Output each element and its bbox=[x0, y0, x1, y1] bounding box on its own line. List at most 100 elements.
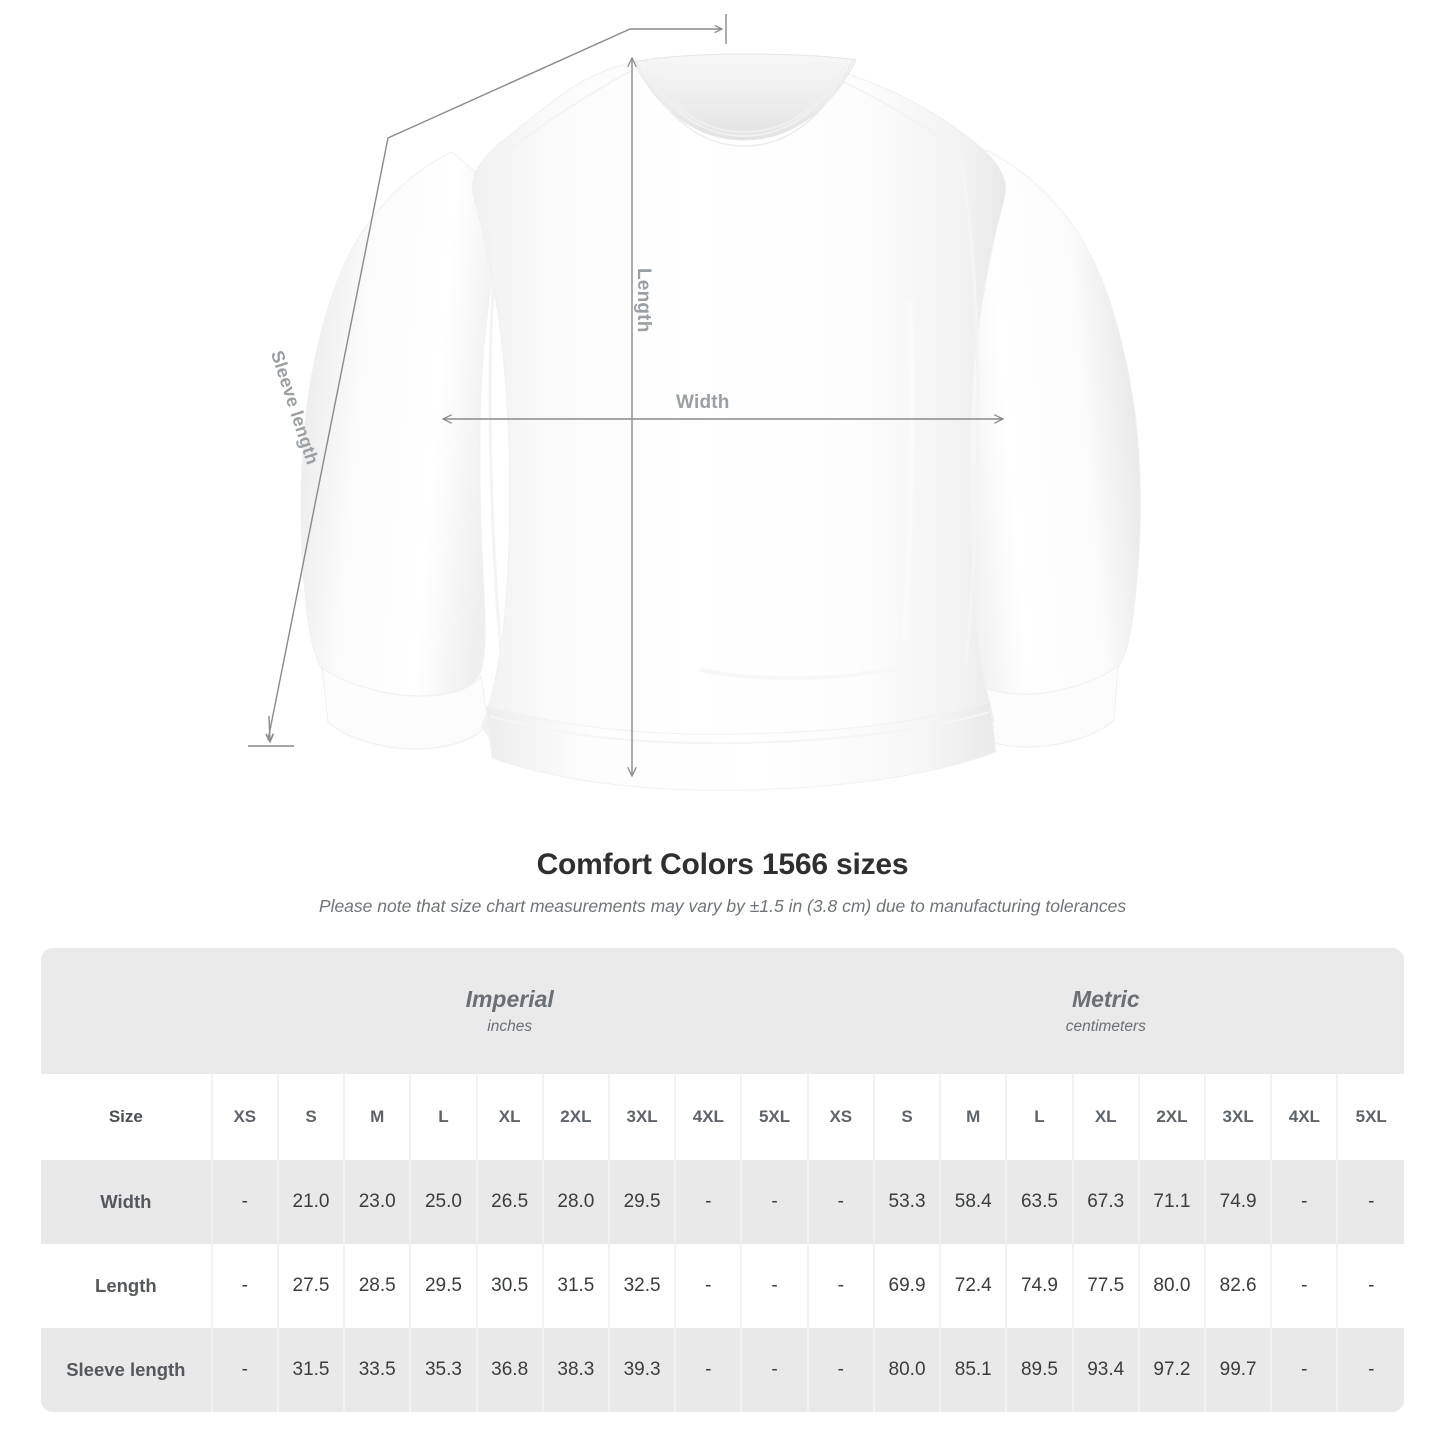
size-header-imp-4xl: 4XL bbox=[675, 1074, 743, 1160]
cell-length-imp-5xl: - bbox=[741, 1244, 809, 1328]
cell-width-met-m: 58.4 bbox=[940, 1160, 1008, 1244]
cell-sleeve-imp-s: 31.5 bbox=[277, 1328, 346, 1412]
cell-width-imp-m: 23.0 bbox=[344, 1160, 412, 1244]
size-header-row: Size XS S M L XL 2XL 3XL 4XL 5XL XS S M … bbox=[41, 1074, 1404, 1160]
size-table-wrapper: Imperial inches Metric centimeters Size … bbox=[41, 948, 1404, 1412]
width-label: Width bbox=[676, 392, 730, 413]
dimension-lines bbox=[248, 14, 1003, 776]
cell-length-imp-s: 27.5 bbox=[277, 1244, 346, 1328]
cell-length-imp-2xl: 31.5 bbox=[542, 1244, 611, 1328]
cell-width-met-l: 63.5 bbox=[1006, 1160, 1074, 1244]
size-header-met-l: L bbox=[1006, 1074, 1074, 1160]
cell-length-imp-m: 28.5 bbox=[344, 1244, 412, 1328]
cell-sleeve-imp-3xl: 39.3 bbox=[609, 1328, 677, 1412]
cell-length-met-3xl: 82.6 bbox=[1205, 1244, 1273, 1328]
cell-sleeve-met-xs: - bbox=[807, 1328, 875, 1412]
cell-length-met-4xl: - bbox=[1271, 1244, 1339, 1328]
page-subtitle: Please note that size chart measurements… bbox=[318, 896, 1127, 916]
unit-group-metric-unit: centimeters bbox=[1065, 1018, 1146, 1036]
size-header-imp-m: M bbox=[344, 1074, 412, 1160]
cell-width-imp-xs: - bbox=[211, 1160, 279, 1244]
cell-sleeve-met-2xl: 97.2 bbox=[1138, 1328, 1207, 1412]
sleeve-length-line bbox=[267, 28, 631, 741]
cell-sleeve-met-4xl: - bbox=[1271, 1328, 1339, 1412]
cell-length-met-xl: 77.5 bbox=[1072, 1244, 1140, 1328]
cell-width-imp-4xl: - bbox=[675, 1160, 743, 1244]
cell-sleeve-met-5xl: - bbox=[1337, 1328, 1404, 1412]
size-header-met-xl: XL bbox=[1072, 1074, 1140, 1160]
cell-sleeve-imp-l: 35.3 bbox=[410, 1328, 478, 1412]
cell-sleeve-imp-5xl: - bbox=[741, 1328, 809, 1412]
cell-length-imp-4xl: - bbox=[675, 1244, 743, 1328]
size-header-imp-3xl: 3XL bbox=[609, 1074, 677, 1160]
cell-length-imp-xl: 30.5 bbox=[476, 1244, 544, 1328]
cell-sleeve-imp-4xl: - bbox=[675, 1328, 743, 1412]
garment-shape bbox=[300, 53, 1141, 791]
cell-length-imp-xs: - bbox=[211, 1244, 279, 1328]
sweatshirt-illustration bbox=[248, 14, 1141, 791]
cell-length-met-5xl: - bbox=[1337, 1244, 1404, 1328]
row-label-width: Width bbox=[41, 1160, 213, 1244]
page-title: Comfort Colors 1566 sizes bbox=[536, 848, 909, 881]
cell-width-met-xl: 67.3 bbox=[1072, 1160, 1140, 1244]
size-header-met-m: M bbox=[940, 1074, 1008, 1160]
cell-sleeve-imp-xs: - bbox=[211, 1328, 279, 1412]
size-header-met-s: S bbox=[873, 1074, 942, 1160]
cell-sleeve-met-s: 80.0 bbox=[873, 1328, 942, 1412]
cell-width-imp-s: 21.0 bbox=[277, 1160, 346, 1244]
cell-width-met-xs: - bbox=[807, 1160, 875, 1244]
cell-width-imp-2xl: 28.0 bbox=[542, 1160, 611, 1244]
size-table: Imperial inches Metric centimeters Size … bbox=[41, 948, 1404, 1412]
size-header-met-5xl: 5XL bbox=[1337, 1074, 1404, 1160]
cell-length-met-m: 72.4 bbox=[940, 1244, 1008, 1328]
sweatshirt-body bbox=[471, 58, 1007, 765]
size-header-imp-s: S bbox=[277, 1074, 346, 1160]
cell-sleeve-imp-xl: 36.8 bbox=[476, 1328, 544, 1412]
cell-width-imp-xl: 26.5 bbox=[476, 1160, 544, 1244]
cell-length-imp-3xl: 32.5 bbox=[609, 1244, 677, 1328]
cell-width-met-s: 53.3 bbox=[873, 1160, 942, 1244]
cell-width-met-3xl: 74.9 bbox=[1205, 1160, 1273, 1244]
table-row-width: Width - 21.0 23.0 25.0 26.5 28.0 29.5 - … bbox=[41, 1160, 1404, 1244]
unit-group-imperial-unit: inches bbox=[487, 1018, 533, 1036]
cell-sleeve-met-m: 85.1 bbox=[940, 1328, 1008, 1412]
cell-length-met-l: 74.9 bbox=[1006, 1244, 1074, 1328]
cell-width-imp-3xl: 29.5 bbox=[609, 1160, 677, 1244]
table-row-length: Length - 27.5 28.5 29.5 30.5 31.5 32.5 -… bbox=[41, 1244, 1404, 1328]
cell-sleeve-imp-2xl: 38.3 bbox=[542, 1328, 611, 1412]
unit-group-row: Imperial inches Metric centimeters bbox=[41, 948, 1404, 1074]
cell-width-met-4xl: - bbox=[1271, 1160, 1339, 1244]
cell-length-met-s: 69.9 bbox=[873, 1244, 942, 1328]
cell-sleeve-met-xl: 93.4 bbox=[1072, 1328, 1140, 1412]
cell-width-met-2xl: 71.1 bbox=[1138, 1160, 1207, 1244]
unit-group-imperial: Imperial inches bbox=[211, 948, 808, 1074]
cell-sleeve-imp-m: 33.5 bbox=[344, 1328, 412, 1412]
row-label-length: Length bbox=[41, 1244, 213, 1328]
cell-length-imp-l: 29.5 bbox=[410, 1244, 478, 1328]
size-header-met-2xl: 2XL bbox=[1138, 1074, 1207, 1160]
size-header-met-xs: XS bbox=[807, 1074, 875, 1160]
unit-group-metric: Metric centimeters bbox=[807, 948, 1404, 1074]
size-header-met-4xl: 4XL bbox=[1271, 1074, 1339, 1160]
cell-width-imp-l: 25.0 bbox=[410, 1160, 478, 1244]
size-header-imp-5xl: 5XL bbox=[741, 1074, 809, 1160]
size-header-imp-l: L bbox=[410, 1074, 478, 1160]
left-sleeve bbox=[300, 151, 509, 698]
unit-group-imperial-name: Imperial bbox=[465, 985, 554, 1012]
size-header-imp-xs: XS bbox=[211, 1074, 279, 1160]
size-header-label: Size bbox=[41, 1074, 213, 1160]
size-header-imp-2xl: 2XL bbox=[542, 1074, 611, 1160]
table-corner bbox=[41, 948, 212, 1074]
cell-length-met-xs: - bbox=[807, 1244, 875, 1328]
unit-group-metric-name: Metric bbox=[1071, 985, 1140, 1012]
row-label-sleeve-length: Sleeve length bbox=[41, 1328, 213, 1412]
sleeve-arrowhead-bottom bbox=[269, 715, 270, 742]
garment-diagram: Width Length Sleeve length bbox=[248, 14, 1141, 791]
cell-sleeve-met-l: 89.5 bbox=[1006, 1328, 1074, 1412]
cell-width-imp-5xl: - bbox=[741, 1160, 809, 1244]
cell-length-met-2xl: 80.0 bbox=[1138, 1244, 1207, 1328]
table-row-sleeve-length: Sleeve length - 31.5 33.5 35.3 36.8 38.3… bbox=[41, 1328, 1404, 1412]
length-label: Length bbox=[633, 268, 654, 333]
bottom-hem bbox=[485, 701, 997, 791]
